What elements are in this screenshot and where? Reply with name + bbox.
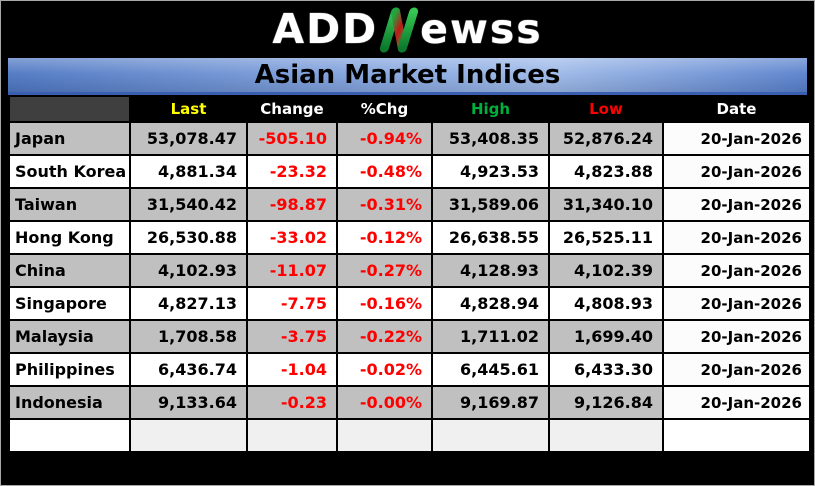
table-row-china: China 4,102.93 -11.07 -0.27% 4,128.93 4,102.3… [8,253,811,288]
empty-cell [336,418,433,453]
low-value: 26,525.11 [548,220,664,255]
index-name: Taiwan [8,187,131,222]
index-name: South Korea [8,154,131,189]
empty-row [8,418,811,453]
empty-cell [8,418,131,453]
date-value: 20-Jan-2026 [662,286,811,321]
high-value: 4,128.93 [431,253,550,288]
high-value: 4,828.94 [431,286,550,321]
high-value: 6,445.61 [431,352,550,387]
logo: ADD ewss [1,1,814,58]
last-value: 6,436.74 [129,352,248,387]
column-header-low: Low [548,95,664,123]
table-row-taiwan: Taiwan 31,540.42 -98.87 -0.31% 31,589.06 31,3… [8,187,811,222]
column-header-high: High [431,95,550,123]
low-value: 6,433.30 [548,352,664,387]
last-value: 53,078.47 [129,121,248,156]
last-value: 4,827.13 [129,286,248,321]
change-value: -33.02 [246,220,338,255]
high-value: 4,923.53 [431,154,550,189]
pct-chg-value: -0.22% [336,319,433,354]
change-value: -0.23 [246,385,338,420]
date-value: 20-Jan-2026 [662,253,811,288]
table-row-singapore: Singapore 4,827.13 -7.75 -0.16% 4,828.94 4,80… [8,286,811,321]
low-value: 4,808.93 [548,286,664,321]
logo-suffix-text: ewss [420,5,543,53]
high-value: 9,169.87 [431,385,550,420]
column-header-pct-chg: %Chg [336,95,433,123]
low-value: 9,126.84 [548,385,664,420]
pct-chg-value: -0.94% [336,121,433,156]
date-value: 20-Jan-2026 [662,385,811,420]
date-value: 20-Jan-2026 [662,352,811,387]
pct-chg-value: -0.31% [336,187,433,222]
change-value: -98.87 [246,187,338,222]
change-value: -11.07 [246,253,338,288]
index-name: Singapore [8,286,131,321]
page-title: Asian Market Indices [254,60,561,90]
table-row-south-korea: South Korea 4,881.34 -23.32 -0.48% 4,923.53 4… [8,154,811,189]
column-header-last: Last [129,95,248,123]
low-value: 4,102.39 [548,253,664,288]
pct-chg-value: -0.27% [336,253,433,288]
high-value: 1,711.02 [431,319,550,354]
date-value: 20-Jan-2026 [662,220,811,255]
index-name: Indonesia [8,385,131,420]
change-value: -7.75 [246,286,338,321]
empty-cell [548,418,664,453]
date-value: 20-Jan-2026 [662,187,811,222]
logo-n-icon [380,7,419,57]
pct-chg-value: -0.12% [336,220,433,255]
low-value: 31,340.10 [548,187,664,222]
empty-cell [662,418,811,453]
low-value: 52,876.24 [548,121,664,156]
pct-chg-value: -0.02% [336,352,433,387]
column-header-change: Change [246,95,338,123]
pct-chg-value: -0.00% [336,385,433,420]
low-value: 1,699.40 [548,319,664,354]
change-value: -505.10 [246,121,338,156]
table-row-philippines: Philippines 6,436.74 -1.04 -0.02% 6,445.61 6,… [8,352,811,387]
pct-chg-value: -0.48% [336,154,433,189]
table-header-row: Last Change %Chg High Low Date [8,95,811,123]
index-name: Malaysia [8,319,131,354]
last-value: 26,530.88 [129,220,248,255]
high-value: 53,408.35 [431,121,550,156]
change-value: -1.04 [246,352,338,387]
index-name: Philippines [8,352,131,387]
index-name: China [8,253,131,288]
market-table-container: Last Change %Chg High Low Date Japan 53,078.47… [8,95,811,453]
column-header-date: Date [662,95,811,123]
pct-chg-value: -0.16% [336,286,433,321]
last-value: 1,708.58 [129,319,248,354]
index-name: Japan [8,121,131,156]
table-row-indonesia: Indonesia 9,133.64 -0.23 -0.00% 9,169.87 9,12… [8,385,811,420]
logo-prefix-text: ADD [272,5,379,53]
market-indices-table: Last Change %Chg High Low Date Japan 53,078.47… [8,95,811,453]
change-value: -23.32 [246,154,338,189]
change-value: -3.75 [246,319,338,354]
last-value: 4,102.93 [129,253,248,288]
table-row-japan: Japan 53,078.47 -505.10 -0.94% 53,408.35 52,8… [8,121,811,156]
high-value: 26,638.55 [431,220,550,255]
last-value: 9,133.64 [129,385,248,420]
last-value: 31,540.42 [129,187,248,222]
date-value: 20-Jan-2026 [662,154,811,189]
empty-cell [246,418,338,453]
low-value: 4,823.88 [548,154,664,189]
title-bar: Asian Market Indices [8,58,807,95]
table-row-hong-kong: Hong Kong 26,530.88 -33.02 -0.12% 26,638.55 2… [8,220,811,255]
high-value: 31,589.06 [431,187,550,222]
empty-cell [129,418,248,453]
table-row-malaysia: Malaysia 1,708.58 -3.75 -0.22% 1,711.02 1,699… [8,319,811,354]
date-value: 20-Jan-2026 [662,319,811,354]
empty-cell [431,418,550,453]
date-value: 20-Jan-2026 [662,121,811,156]
last-value: 4,881.34 [129,154,248,189]
index-name: Hong Kong [8,220,131,255]
column-header-country [8,95,131,123]
